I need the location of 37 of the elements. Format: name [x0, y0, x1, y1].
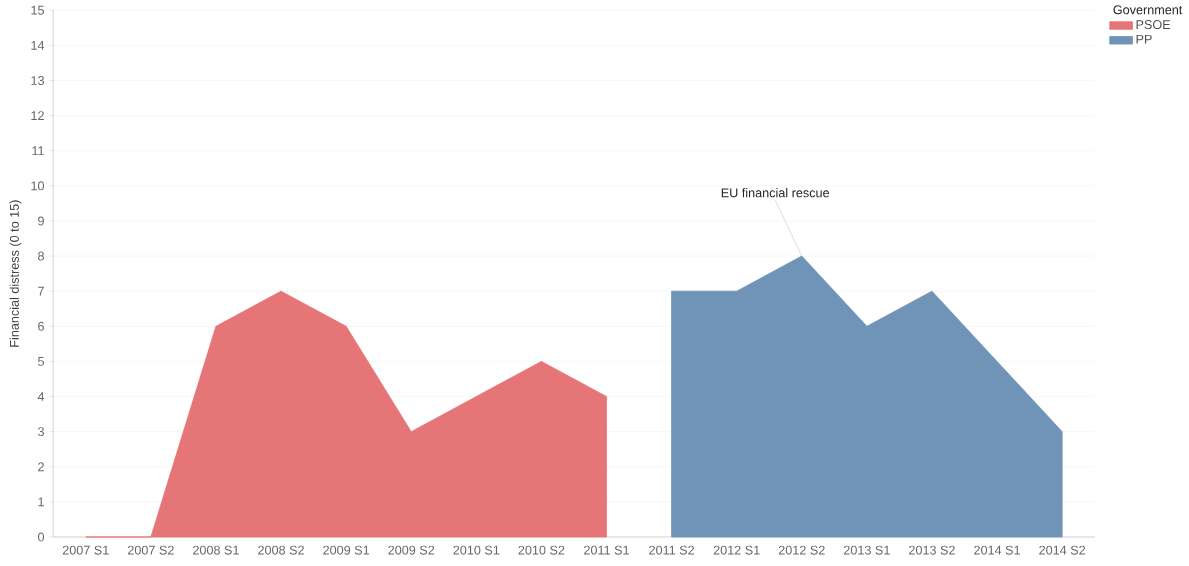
x-tick-label: 2010 S1 — [453, 545, 500, 555]
x-tick-label: 2014 S2 — [1039, 545, 1086, 555]
x-tick-label: 2008 S1 — [193, 545, 239, 555]
x-tick-label: 2011 S1 — [584, 545, 629, 555]
y-tick-label: 7 — [38, 286, 44, 296]
x-tick-label: 2012 S1 — [713, 545, 760, 555]
y-tick-label: 15 — [31, 5, 45, 15]
x-tick-label: 2012 S2 — [778, 545, 825, 555]
y-tick-label: 6 — [38, 321, 44, 331]
y-axis-title: Financial distress (0 to 15) — [9, 200, 22, 347]
y-tick-label: 5 — [38, 356, 45, 366]
y-tick-label: 1 — [38, 497, 44, 507]
x-tick-label: 2008 S2 — [258, 545, 304, 555]
x-tick-label: 2014 S1 — [974, 545, 1020, 555]
x-tick-label: 2011 S2 — [649, 545, 695, 555]
y-tick-label: 11 — [32, 146, 44, 155]
y-tick-label: 8 — [38, 251, 44, 261]
annotation: EU financial rescue — [721, 187, 830, 198]
x-tick-label: 2013 S2 — [909, 545, 955, 555]
x-tick-label: 2010 S2 — [518, 545, 565, 555]
x-tick-label: 2007 S2 — [127, 545, 174, 555]
y-tick-label: 9 — [38, 216, 44, 226]
y-tick-label: 13 — [31, 75, 44, 85]
y-tick-label: 0 — [38, 532, 45, 542]
x-tick-label: 2009 S2 — [388, 545, 435, 555]
x-tick-label: 2007 S1 — [62, 545, 109, 555]
y-tick-label: 12 — [31, 111, 44, 120]
x-tick-label: 2013 S1 — [843, 545, 890, 555]
y-tick-label: 2 — [38, 462, 44, 472]
y-tick-label: 3 — [37, 427, 44, 436]
y-tick-label: 14 — [31, 40, 45, 50]
y-tick-label: 10 — [31, 181, 45, 191]
legend-label: PP — [1136, 34, 1152, 44]
y-tick-label: 4 — [37, 392, 45, 401]
x-tick-label: 2009 S1 — [323, 545, 370, 555]
legend-label: PSOE — [1136, 19, 1171, 29]
legend-title: Government — [1113, 5, 1183, 15]
